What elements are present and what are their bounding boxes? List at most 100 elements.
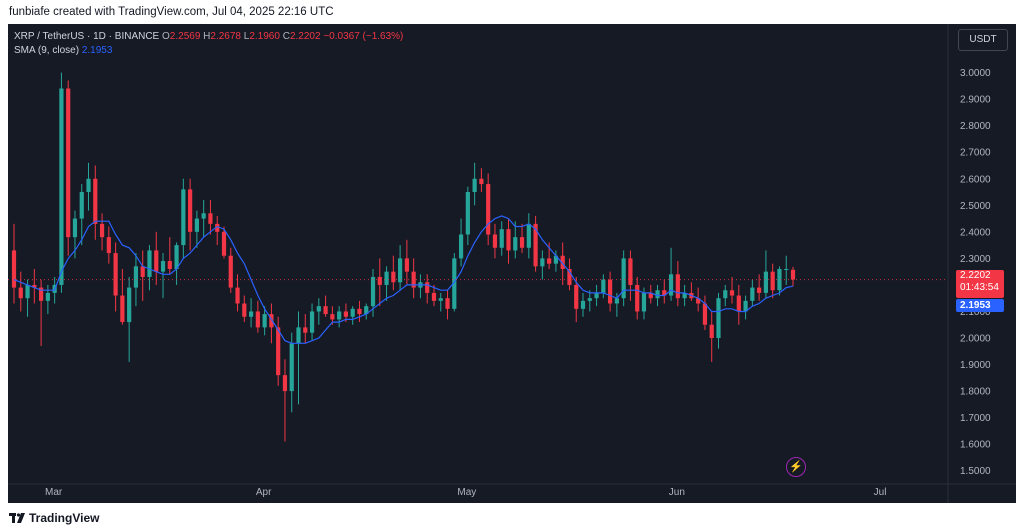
x-tick-label: Jun [669, 487, 685, 498]
flash-icon[interactable]: ⚡ [786, 457, 806, 477]
candle-body [499, 229, 504, 248]
candle-body [289, 343, 294, 392]
tradingview-logo[interactable]: TradingView [9, 511, 99, 525]
candle-body [235, 287, 240, 304]
candle-body [608, 279, 613, 304]
candle-body [709, 324, 714, 339]
candle-body [242, 303, 247, 317]
candle-body [11, 250, 17, 288]
candle-body [208, 213, 213, 224]
candle-body [25, 284, 30, 299]
candle-body [519, 237, 525, 248]
high-value: 2.2678 [210, 31, 241, 42]
candle-body [357, 308, 362, 315]
candle-body [303, 327, 308, 333]
candle-body [79, 192, 84, 219]
candle-body [276, 327, 281, 376]
candle-body [59, 88, 64, 285]
candle-body [580, 300, 586, 309]
candle-body [729, 290, 735, 296]
symbol-label[interactable]: XRP / TetherUS · 1D · BINANCE [14, 31, 160, 42]
top-bar: funbiafe created with TradingView.com, J… [0, 0, 1024, 24]
candle-body [201, 213, 206, 219]
candle-body [113, 253, 118, 296]
candle-body [655, 290, 660, 299]
chart-frame[interactable]: 1.5000 1.6000 1.7000 1.8000 1.9000 2.0000 2.10… [8, 24, 1016, 503]
candle-body [99, 223, 105, 238]
candle-body [174, 245, 179, 269]
chart-legend: XRP / TetherUS · 1D · BINANCE O2.2569 H2… [14, 30, 403, 58]
y-tick-label: 2.0000 [960, 334, 991, 345]
candle-body [526, 223, 531, 248]
candle-body [38, 287, 44, 301]
sma-value: 2.1953 [81, 45, 113, 56]
candle-body [106, 237, 111, 254]
candle-body [675, 274, 680, 299]
candlestick-chart[interactable]: 1.5000 1.6000 1.7000 1.8000 1.9000 2.0000 2.10… [8, 24, 1016, 503]
candle-body [154, 250, 159, 272]
sma-line [13, 215, 794, 344]
bar-countdown: 01:43:54 [960, 282, 999, 293]
y-tick-label: 2.7000 [960, 148, 991, 159]
candle-body [438, 298, 443, 301]
candle-body [431, 292, 437, 301]
open-key: O [162, 31, 170, 42]
candle-body [377, 276, 382, 285]
candle-body [682, 292, 687, 299]
sma-label[interactable]: SMA (9, close) [14, 45, 80, 56]
candle-body [777, 269, 782, 291]
candle-body [445, 298, 450, 309]
y-tick-label: 2.1000 [960, 307, 991, 318]
candle-body [506, 229, 511, 251]
candle-body [323, 306, 328, 315]
candle-body [248, 311, 254, 317]
candle-body [614, 298, 619, 304]
candle-body [167, 261, 172, 269]
candle-body [465, 192, 470, 235]
y-tick-label: 2.4000 [960, 227, 991, 238]
candle-body [648, 292, 653, 299]
high-key: H [203, 31, 211, 42]
candle-body [784, 269, 789, 270]
candle-body [486, 184, 491, 235]
candle-body [127, 287, 132, 323]
candle-body [66, 88, 71, 238]
candle-body [330, 314, 335, 320]
candle-body [391, 271, 396, 283]
candle-body [120, 295, 125, 323]
candle-body [601, 279, 606, 293]
brand-name: TradingView [29, 511, 100, 525]
candle-body [215, 223, 220, 232]
candle-body [72, 218, 78, 238]
candle-body [723, 290, 728, 299]
candle-body [133, 266, 139, 288]
candle-body [547, 258, 552, 264]
close-key: C [282, 31, 290, 42]
last-price-tag: 2.2202 01:43:54 [956, 270, 1004, 298]
candle-body [255, 311, 260, 328]
candle-body [560, 255, 565, 269]
y-tick-label: 2.6000 [960, 174, 991, 185]
candle-body [337, 311, 342, 320]
candle-body [411, 271, 416, 288]
candle-body [221, 231, 227, 256]
candle-body [18, 287, 23, 299]
candle-body [269, 314, 274, 328]
candle-body [553, 255, 559, 264]
last-price-value: 2.2202 [960, 270, 991, 281]
y-tick-label: 1.9000 [960, 360, 991, 371]
candle-body [45, 292, 50, 301]
candle-body [140, 266, 145, 277]
candle-body [86, 178, 91, 193]
candle-body [309, 311, 315, 333]
candle-body [533, 223, 538, 267]
candle-body [160, 261, 166, 272]
candle-body [668, 274, 674, 296]
candle-body [282, 375, 288, 392]
currency-button[interactable]: USDT [958, 29, 1008, 51]
candle-body [641, 292, 647, 312]
candle-body [763, 271, 769, 293]
y-tick-label: 2.8000 [960, 121, 991, 132]
created-by-text: funbiafe created with TradingView.com, J… [9, 6, 334, 18]
y-tick-label: 2.3000 [960, 254, 991, 265]
